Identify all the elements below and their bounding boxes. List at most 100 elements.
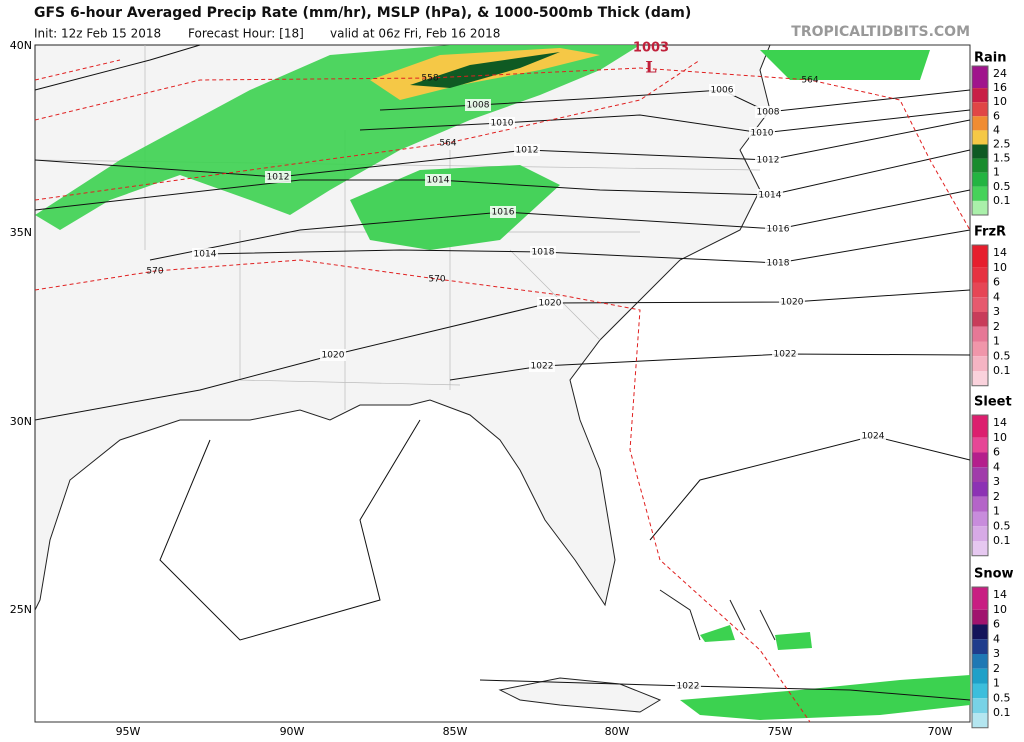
rain-ne (760, 50, 930, 80)
isobar-label: 1020 (539, 299, 562, 309)
legend-tick: 2 (993, 320, 1000, 333)
isobar-label: 1016 (492, 208, 515, 218)
lon-label: 95W (116, 725, 141, 738)
isobar-label: 1020 (781, 298, 804, 308)
legend-swatch (972, 116, 988, 131)
legend-swatch (972, 437, 988, 453)
legend-swatch (972, 698, 988, 713)
isobar-label-bg (489, 117, 515, 129)
legend-swatch (972, 130, 988, 145)
isobar-label-bg (265, 171, 291, 183)
legend-tick: 3 (993, 305, 1000, 318)
legend-swatch (972, 297, 988, 312)
lat-label: 25N (10, 603, 32, 616)
legend-swatch (972, 452, 988, 468)
legend-tick: 10 (993, 603, 1007, 616)
legend-swatch (972, 511, 988, 527)
isobar-label-bg (465, 99, 491, 111)
legend-tick: 16 (993, 81, 1007, 94)
legend-swatch (972, 415, 988, 438)
lat-label: 40N (10, 39, 32, 52)
map (34, 44, 971, 723)
rain-spots (700, 625, 812, 650)
isobar-label-bg (757, 189, 783, 201)
legend-tick: 14 (993, 588, 1007, 601)
legend-tick: 2 (993, 490, 1000, 503)
isobar-label: 1012 (516, 146, 539, 156)
legend-tick: 3 (993, 475, 1000, 488)
legend-tick: 3 (993, 647, 1000, 660)
isobar-label: 1020 (322, 351, 345, 361)
isobar-label-bg (320, 349, 346, 361)
isobar-label-bg (514, 144, 540, 156)
legend-swatch (972, 639, 988, 654)
lat-label: 35N (10, 226, 32, 239)
legend-tick: 1 (993, 335, 1000, 348)
lon-label: 85W (443, 725, 468, 738)
legend-frame (971, 244, 989, 387)
cuba (498, 677, 662, 713)
legend-tick: 14 (993, 246, 1007, 259)
legend-swatch (972, 341, 988, 357)
isobar-label: 1018 (532, 248, 555, 258)
heavy-rain-core (410, 52, 560, 88)
rain-area (350, 165, 560, 250)
legend-tick: 0.5 (993, 519, 1011, 532)
init: Init: 12z Feb 15 2018 (34, 27, 161, 41)
legend-swatch (972, 356, 988, 371)
legend-swatch (972, 66, 988, 89)
legend-tick: 0.5 (993, 349, 1011, 362)
thickness-label: 570 (146, 267, 163, 277)
legend-title: Rain (974, 51, 1007, 66)
valid-time: valid at 06z Fri, Feb 16 2018 (330, 27, 500, 41)
isobar-label-bg (772, 348, 798, 360)
legend-swatch (972, 282, 988, 298)
legend-tick: 10 (993, 431, 1007, 444)
legend-swatch (972, 312, 988, 327)
legends: Rain241610642.51.510.50.1FrzR1410643210.… (971, 51, 1014, 729)
isobar-label-bg (675, 680, 701, 692)
forecast-hour: Forecast Hour: [18] (188, 27, 304, 41)
isobar-label: 1014 (427, 176, 450, 186)
legend-tick: 0.1 (993, 534, 1011, 547)
legend-frame (971, 414, 989, 557)
low-pressure: 1003 (633, 41, 669, 56)
labels: 95W 90W 85W 80W 75W 70W 40N 35N 30N 25N 1003 L 1006 1… (10, 39, 953, 738)
legend-tick: 1.5 (993, 152, 1011, 165)
thickness-label: 564 (439, 139, 456, 149)
legend-tick: 4 (993, 123, 1000, 136)
isobar-label: 1022 (774, 350, 797, 360)
legend-tick: 14 (993, 416, 1007, 429)
legend-tick: 10 (993, 95, 1007, 108)
isobar-label-bg (779, 296, 805, 308)
legend-tick: 1 (993, 677, 1000, 690)
legend-swatch (972, 267, 988, 283)
legend-title: Sleet (974, 395, 1012, 410)
thickness-label: 570 (428, 275, 445, 285)
legend-tick: 6 (993, 276, 1000, 289)
isobar-label-bg (755, 106, 781, 118)
legend-tick: 10 (993, 261, 1007, 274)
isobar-label-bg (490, 206, 516, 218)
legend-swatch (972, 587, 988, 610)
isobar-label: 1010 (491, 119, 514, 129)
lon-label: 90W (280, 725, 305, 738)
legend-tick: 2 (993, 662, 1000, 675)
isobar-label-bg (192, 248, 218, 260)
legend-swatch (972, 526, 988, 541)
isobar-label: 1024 (862, 432, 885, 442)
legend-swatch (972, 541, 988, 556)
isobar-label: 1018 (767, 259, 790, 269)
isobar-label-bg (860, 430, 886, 442)
legend-title: FrzR (974, 225, 1006, 240)
legend-swatch (972, 144, 988, 159)
legend-frame (971, 586, 989, 729)
legend-tick: 6 (993, 109, 1000, 122)
isobar-label: 1008 (467, 101, 490, 111)
isobar-label-bg (765, 223, 791, 235)
legend-swatch (972, 624, 988, 640)
legend-swatch (972, 326, 988, 342)
legend-tick: 6 (993, 446, 1000, 459)
legend-tick: 0.5 (993, 180, 1011, 193)
isobar-label: 1008 (757, 108, 780, 118)
